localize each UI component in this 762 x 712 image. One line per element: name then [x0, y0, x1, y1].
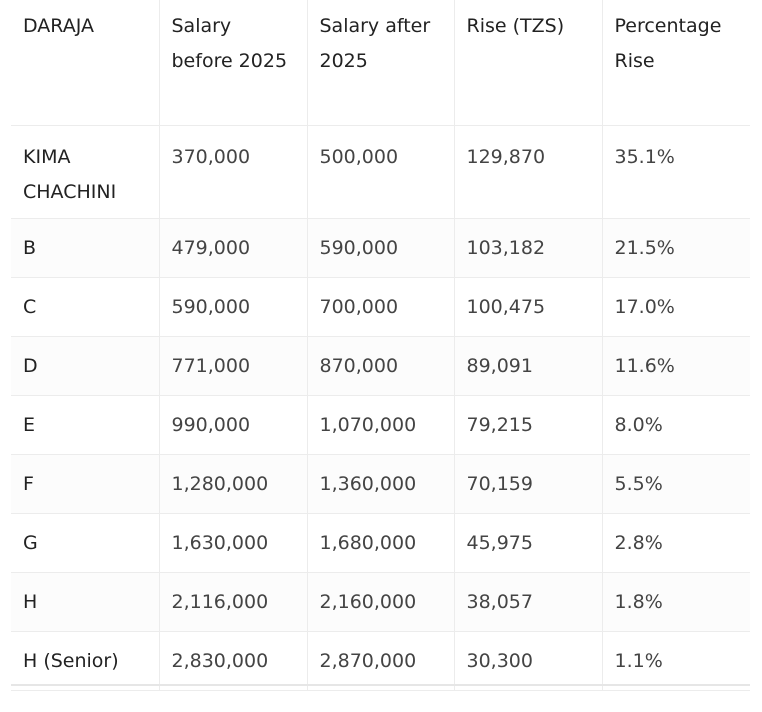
salary-table: DARAJA Salary before 2025 Salary after 2… [11, 0, 750, 691]
cell-rise: 129,870 [453, 125, 602, 219]
header-salary-after: Salary after 2025 [306, 0, 454, 126]
header-daraja: DARAJA [11, 0, 159, 126]
cell-after: 590,000 [306, 218, 454, 278]
table-row: KIMA CHACHINI 370,000 500,000 129,870 35… [11, 125, 750, 219]
table-row: F 1,280,000 1,360,000 70,159 5.5% [11, 454, 750, 514]
header-percentage-rise: Percentage Rise [601, 0, 750, 126]
cell-before: 1,280,000 [158, 454, 307, 514]
table-row: G 1,630,000 1,680,000 45,975 2.8% [11, 513, 750, 573]
cell-percent: 1.1% [601, 631, 750, 691]
cell-before: 370,000 [158, 125, 307, 219]
cell-rise: 79,215 [453, 395, 602, 455]
cell-rise: 89,091 [453, 336, 602, 396]
cell-grade: F [11, 454, 159, 514]
header-rise: Rise (TZS) [453, 0, 602, 126]
cell-grade: B [11, 218, 159, 278]
cell-percent: 11.6% [601, 336, 750, 396]
cell-percent: 8.0% [601, 395, 750, 455]
cell-rise: 45,975 [453, 513, 602, 573]
table-header-row: DARAJA Salary before 2025 Salary after 2… [11, 0, 750, 126]
table-row: D 771,000 870,000 89,091 11.6% [11, 336, 750, 396]
cell-percent: 1.8% [601, 572, 750, 632]
cell-grade: H (Senior) [11, 631, 159, 691]
cell-percent: 2.8% [601, 513, 750, 573]
table-row: C 590,000 700,000 100,475 17.0% [11, 277, 750, 337]
cell-grade: KIMA CHACHINI [11, 125, 159, 219]
cell-rise: 70,159 [453, 454, 602, 514]
cell-percent: 21.5% [601, 218, 750, 278]
table-row: H (Senior) 2,830,000 2,870,000 30,300 1.… [11, 631, 750, 691]
cell-after: 1,070,000 [306, 395, 454, 455]
cell-rise: 38,057 [453, 572, 602, 632]
cell-after: 870,000 [306, 336, 454, 396]
cell-before: 771,000 [158, 336, 307, 396]
table-row: H 2,116,000 2,160,000 38,057 1.8% [11, 572, 750, 632]
cell-grade: H [11, 572, 159, 632]
cell-percent: 5.5% [601, 454, 750, 514]
cell-after: 700,000 [306, 277, 454, 337]
cell-after: 1,360,000 [306, 454, 454, 514]
cell-after: 2,160,000 [306, 572, 454, 632]
cell-before: 479,000 [158, 218, 307, 278]
cell-percent: 35.1% [601, 125, 750, 219]
cell-grade: D [11, 336, 159, 396]
cell-grade: E [11, 395, 159, 455]
cell-grade: C [11, 277, 159, 337]
cell-grade: G [11, 513, 159, 573]
cell-before: 1,630,000 [158, 513, 307, 573]
cell-after: 1,680,000 [306, 513, 454, 573]
cell-rise: 100,475 [453, 277, 602, 337]
cell-after: 500,000 [306, 125, 454, 219]
cell-before: 2,830,000 [158, 631, 307, 691]
table-row: B 479,000 590,000 103,182 21.5% [11, 218, 750, 278]
cell-before: 590,000 [158, 277, 307, 337]
table-bottom-border [11, 684, 750, 686]
salary-table-container: DARAJA Salary before 2025 Salary after 2… [11, 0, 750, 691]
cell-percent: 17.0% [601, 277, 750, 337]
header-salary-before: Salary before 2025 [158, 0, 307, 126]
cell-before: 2,116,000 [158, 572, 307, 632]
cell-after: 2,870,000 [306, 631, 454, 691]
cell-rise: 30,300 [453, 631, 602, 691]
cell-before: 990,000 [158, 395, 307, 455]
cell-rise: 103,182 [453, 218, 602, 278]
table-row: E 990,000 1,070,000 79,215 8.0% [11, 395, 750, 455]
